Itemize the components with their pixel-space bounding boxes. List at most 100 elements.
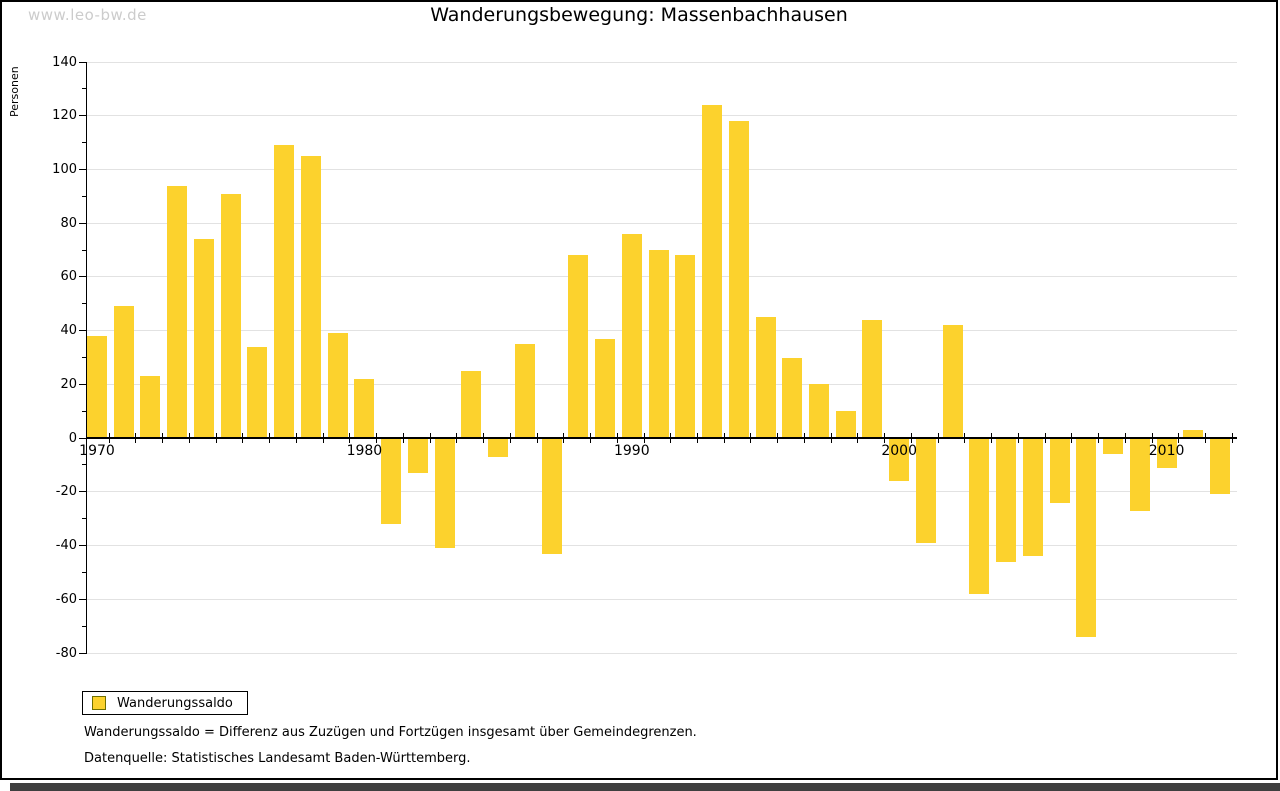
- y-axis-minor-tick: [82, 357, 87, 358]
- bar-2004: [996, 438, 1017, 562]
- x-axis-tick: [135, 433, 137, 444]
- y-axis-tick-label: 40: [60, 323, 77, 339]
- bar-1995: [755, 317, 776, 439]
- x-axis-tick: [616, 433, 618, 444]
- gridline: [87, 491, 1237, 493]
- legend-box: Wanderungssaldo: [82, 691, 248, 715]
- bar-1987: [541, 438, 562, 554]
- x-axis-tick: [509, 433, 511, 444]
- y-axis-tick-label: 20: [60, 376, 77, 392]
- x-axis-tick: [643, 433, 645, 444]
- watermark: www.leo-bw.de: [28, 6, 147, 24]
- y-axis-tick-label: 100: [52, 161, 77, 177]
- x-axis-tick: [590, 433, 592, 444]
- x-axis-tick: [910, 433, 912, 444]
- y-axis-tick: [79, 545, 87, 547]
- x-axis-tick: [1044, 433, 1046, 444]
- x-axis-year-label: 1970: [79, 443, 115, 460]
- y-axis-minor-tick: [82, 571, 87, 573]
- bar-1992: [675, 255, 696, 439]
- bar-1975: [220, 193, 241, 439]
- y-axis-minor-tick: [82, 410, 87, 412]
- x-axis-year-label: 2000: [881, 443, 917, 460]
- x-axis-tick: [563, 433, 565, 444]
- bar-1980: [354, 378, 375, 439]
- bar-1991: [648, 250, 669, 439]
- x-axis-tick: [857, 433, 859, 444]
- y-axis-tick-label: -40: [55, 538, 77, 554]
- x-axis-tick: [1071, 433, 1073, 444]
- y-axis-tick-label: -80: [55, 645, 77, 661]
- x-axis-tick: [1151, 433, 1153, 444]
- x-axis-tick: [803, 433, 805, 444]
- legend-swatch-icon: [92, 696, 106, 710]
- y-axis-tick: [79, 276, 87, 278]
- bar-1971: [113, 306, 134, 439]
- y-axis-tick-label: 0: [68, 430, 77, 446]
- x-axis-tick: [162, 433, 164, 444]
- y-axis-tick: [79, 598, 87, 600]
- bar-1994: [728, 121, 749, 439]
- bar-1972: [140, 376, 161, 439]
- y-axis-tick: [79, 222, 87, 224]
- x-axis-year-label: 2010: [1148, 443, 1185, 460]
- y-axis-tick: [79, 168, 87, 170]
- bar-1990: [621, 233, 642, 439]
- bar-1979: [327, 333, 348, 439]
- bar-1983: [434, 438, 455, 549]
- y-axis-tick-label: 60: [60, 269, 77, 285]
- x-axis-tick: [964, 433, 966, 444]
- bar-2008: [1103, 438, 1124, 455]
- x-axis-tick: [750, 433, 752, 444]
- x-axis-tick: [1205, 433, 1207, 444]
- plot-area: -80 -60 -40 -20 0 20 40 60 80 100 120 140 1970 1980 19…: [52, 56, 1237, 660]
- x-axis-tick: [670, 433, 672, 444]
- bar-2003: [969, 438, 990, 594]
- legend-label: Wanderungssaldo: [117, 695, 233, 711]
- x-axis-tick: [1017, 433, 1019, 444]
- x-axis-year-label: 1980: [346, 443, 383, 460]
- y-axis-minor-tick: [82, 88, 87, 90]
- x-axis-tick: [830, 433, 832, 444]
- bar-1976: [247, 346, 268, 439]
- y-axis-tick: [79, 115, 87, 117]
- bar-2012: [1210, 438, 1231, 495]
- y-axis-tick-label: 80: [60, 215, 77, 231]
- x-axis-tick: [376, 433, 378, 444]
- y-axis-label: Personen: [8, 66, 21, 117]
- bar-2006: [1049, 438, 1070, 503]
- bar-1984: [461, 370, 482, 439]
- y-axis-tick: [79, 330, 87, 332]
- gridline: [87, 545, 1237, 547]
- y-axis-tick: [79, 383, 87, 385]
- window-shadow: [10, 783, 1280, 791]
- y-axis-tick-label: -20: [55, 484, 77, 500]
- bar-2007: [1076, 438, 1097, 637]
- x-axis-tick: [402, 433, 404, 444]
- bar-1982: [407, 438, 428, 473]
- gridline: [87, 168, 1237, 170]
- footnote-source: Datenquelle: Statistisches Landesamt Bad…: [84, 751, 471, 766]
- x-axis-tick: [1178, 433, 1180, 444]
- gridline: [87, 222, 1237, 224]
- bar-2005: [1022, 438, 1043, 557]
- y-axis-tick-label: 120: [52, 108, 77, 124]
- x-axis-tick: [108, 433, 110, 444]
- bar-1978: [300, 156, 321, 439]
- bar-1997: [808, 384, 829, 439]
- y-axis-minor-tick: [82, 249, 87, 251]
- x-axis-tick: [429, 433, 431, 444]
- y-axis-tick: [79, 652, 87, 654]
- bar-2009: [1129, 438, 1150, 511]
- y-axis-minor-tick: [82, 195, 87, 197]
- bar-1996: [782, 357, 803, 439]
- x-axis-tick: [242, 433, 244, 444]
- bar-1977: [274, 145, 295, 439]
- y-axis-minor-tick: [82, 142, 87, 144]
- bar-1986: [514, 344, 535, 439]
- x-axis-tick: [269, 433, 271, 444]
- x-axis-tick: [215, 433, 217, 444]
- y-axis-tick-label: -60: [55, 591, 77, 607]
- x-axis-tick: [349, 433, 351, 444]
